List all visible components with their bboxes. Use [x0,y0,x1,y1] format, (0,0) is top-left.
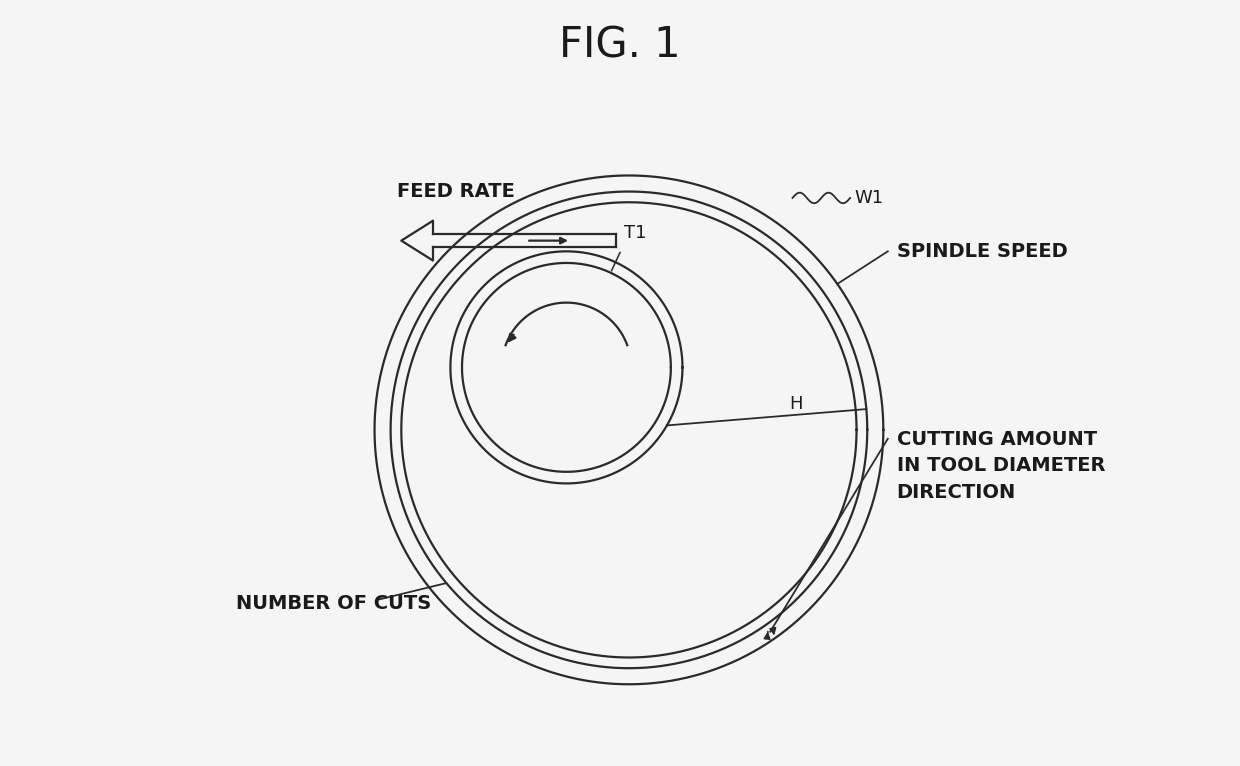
Text: W1: W1 [854,189,884,207]
Text: FIG. 1: FIG. 1 [559,25,681,67]
Text: FEED RATE: FEED RATE [397,182,515,201]
Text: T1: T1 [625,224,647,242]
Text: SPINDLE SPEED: SPINDLE SPEED [897,242,1068,261]
Text: CUTTING AMOUNT
IN TOOL DIAMETER
DIRECTION: CUTTING AMOUNT IN TOOL DIAMETER DIRECTIO… [897,430,1105,502]
Text: NUMBER OF CUTS: NUMBER OF CUTS [236,594,432,614]
Text: H: H [789,394,802,413]
